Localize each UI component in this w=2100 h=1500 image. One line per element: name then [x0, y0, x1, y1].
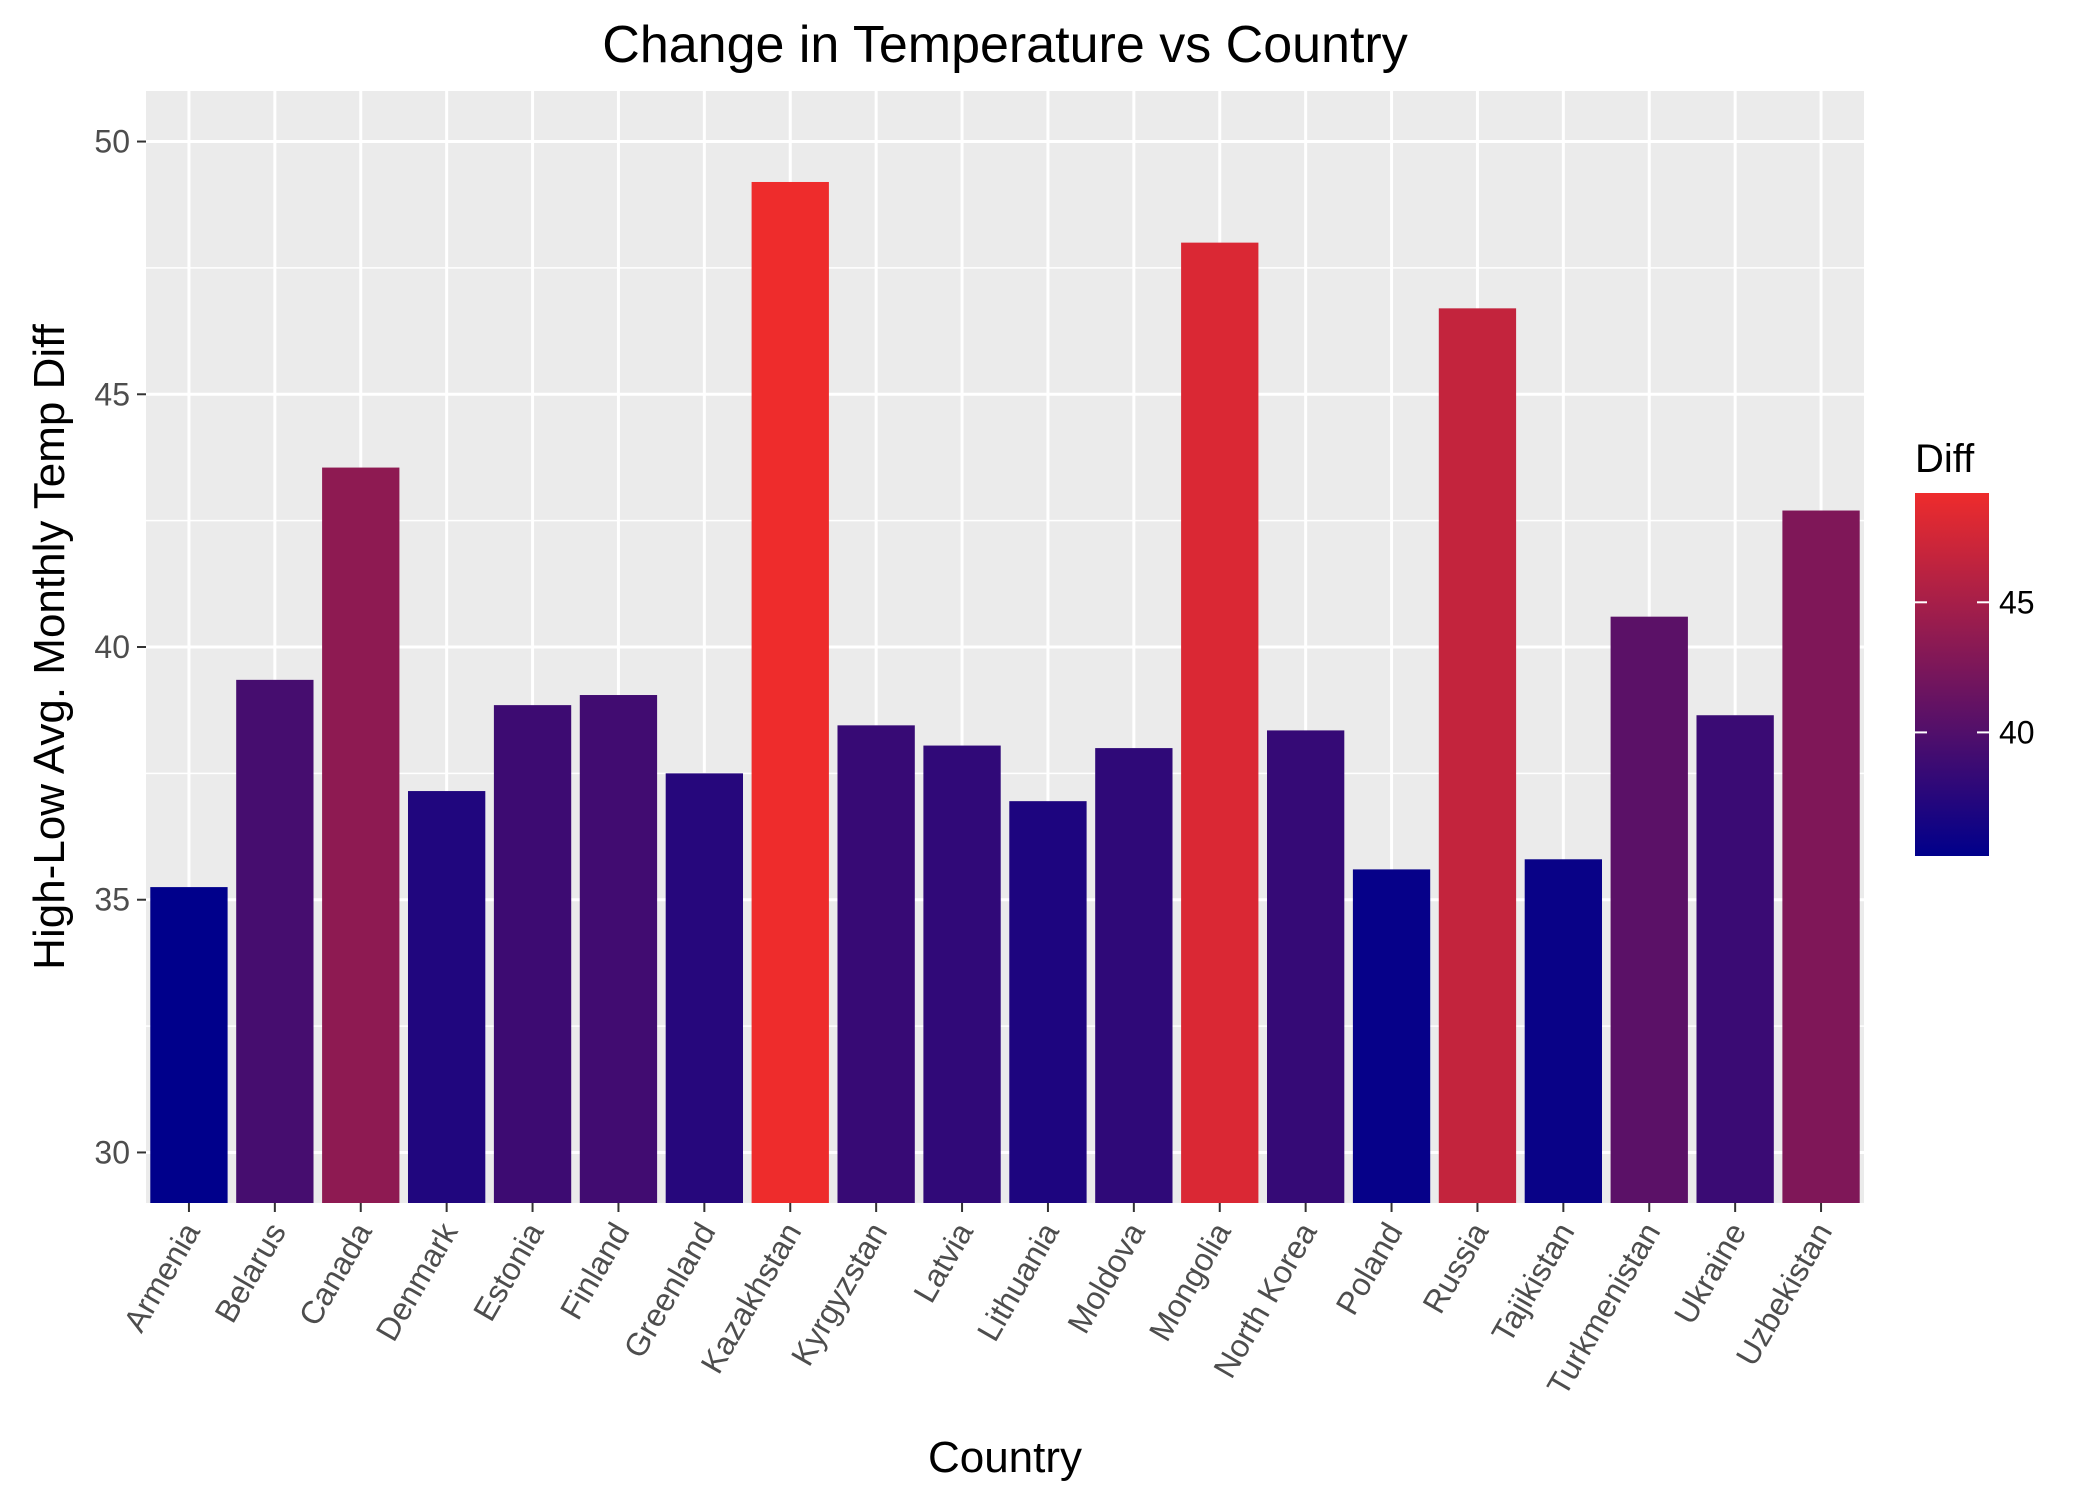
x-tick-label: Denmark	[369, 1216, 466, 1347]
y-tick-label: 35	[94, 882, 130, 918]
x-tick-label: Russia	[1415, 1216, 1495, 1319]
x-tick-label: Finland	[553, 1217, 637, 1326]
bars-group	[150, 181, 1860, 1204]
x-tick-label: Poland	[1329, 1217, 1410, 1321]
bar-mongolia	[1181, 242, 1259, 1204]
x-tick-label: Moldova	[1060, 1216, 1152, 1339]
bar-russia	[1438, 308, 1517, 1203]
bar-ukraine	[1696, 715, 1774, 1203]
legend-tick-label: 40	[1999, 714, 2035, 750]
x-tick-label: Latvia	[906, 1216, 980, 1308]
bar-uzbekistan	[1782, 510, 1860, 1203]
legend-ticks: 40 45	[1915, 584, 2035, 750]
x-tick-label: Mongolia	[1142, 1216, 1238, 1347]
bar-kazakhstan	[751, 181, 829, 1203]
chart-title: Change in Temperature vs Country	[602, 16, 1407, 74]
bar-canada	[322, 467, 400, 1204]
legend-colorbar	[1915, 493, 1989, 856]
bar-estonia	[493, 705, 572, 1203]
x-tick-label: Tajikistan	[1484, 1217, 1581, 1349]
bar-poland	[1352, 869, 1431, 1203]
bar-latvia	[923, 745, 1001, 1203]
bar-denmark	[407, 791, 486, 1203]
x-tick-label: Lithuania	[970, 1216, 1066, 1347]
legend-tick-label: 45	[1999, 584, 2035, 620]
bar-turkmenistan	[1610, 616, 1688, 1203]
x-tick-label: Armenia	[116, 1216, 207, 1337]
y-tick-label: 45	[94, 376, 130, 412]
y-tick-label: 40	[94, 629, 130, 665]
bar-armenia	[150, 887, 228, 1203]
y-axis-title: High-Low Avg. Monthly Temp Diff	[25, 323, 74, 969]
x-tick-label: Estonia	[466, 1216, 551, 1327]
y-tick-label: 30	[94, 1134, 130, 1170]
bar-north-korea	[1266, 730, 1345, 1203]
bar-tajikistan	[1524, 859, 1603, 1203]
x-tick-label: Ukraine	[1667, 1217, 1753, 1330]
bar-belarus	[236, 679, 314, 1203]
legend-title: Diff	[1915, 437, 1975, 481]
x-tick-label: Belarus	[207, 1217, 292, 1329]
y-tick-label: 50	[94, 124, 130, 160]
bar-finland	[579, 695, 658, 1203]
bar-lithuania	[1009, 801, 1087, 1203]
color-legend: Diff 40 45	[1915, 437, 2035, 856]
y-axis: 30 35 40 45 50	[94, 124, 146, 1170]
x-tick-label: Canada	[292, 1216, 379, 1331]
x-axis-title: Country	[928, 1433, 1082, 1482]
bar-greenland	[665, 773, 744, 1203]
bar-moldova	[1095, 748, 1173, 1203]
bar-kyrgyzstan	[837, 725, 915, 1203]
